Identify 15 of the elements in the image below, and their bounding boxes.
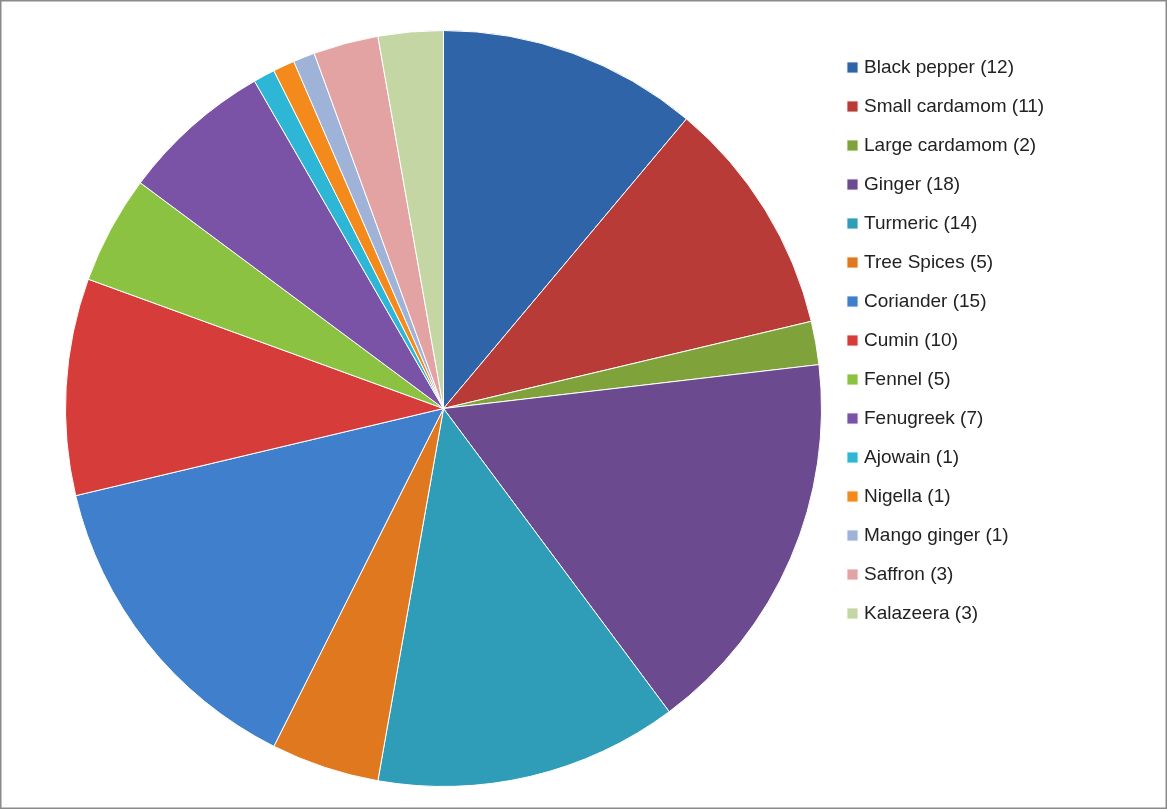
legend-label: Ginger (18) [864, 173, 961, 195]
legend-label: Saffron (3) [864, 563, 954, 585]
legend-label: Fennel (5) [864, 368, 951, 390]
legend-label: Turmeric (14) [864, 212, 978, 234]
legend-label: Large cardamom (2) [864, 134, 1037, 156]
legend-label: Coriander (15) [864, 290, 987, 312]
legend-label: Ajowain (1) [864, 446, 960, 468]
legend-label: Tree Spices (5) [864, 251, 994, 273]
legend-label: Mango ginger (1) [864, 524, 1009, 546]
legend-label: Cumin (10) [864, 329, 958, 351]
legend-label: Black pepper (12) [864, 56, 1014, 78]
legend-label: Nigella (1) [864, 485, 951, 507]
legend-label: Kalazeera (3) [864, 602, 979, 624]
legend-label: Small cardamom (11) [864, 95, 1045, 117]
legend-label: Fenugreek (7) [864, 407, 984, 429]
